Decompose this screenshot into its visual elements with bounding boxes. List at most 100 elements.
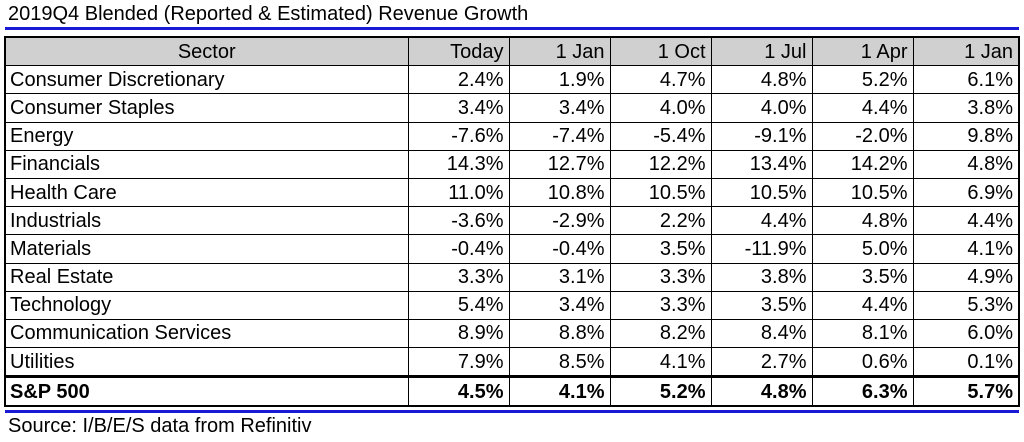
value-cell: 8.2% [609,318,712,349]
value-cell: 5.2% [811,65,914,95]
revenue-growth-table: Sector Today 1 Jan 1 Oct 1 Jul 1 Apr 1 Jan Con… [4,36,1020,408]
value-cell: -7.4% [508,121,611,151]
value-cell: 4.8% [710,375,813,407]
value-cell: 4.4% [912,206,1020,236]
value-cell: -0.4% [407,234,510,264]
column-header-sector: Sector [4,36,409,67]
value-cell: 5.3% [912,290,1020,320]
value-cell: 12.2% [609,149,712,179]
value-cell: 2.2% [609,206,712,236]
value-cell: 9.8% [912,121,1020,151]
column-header-1: Today [407,36,510,67]
value-cell: 1.9% [508,65,611,95]
sector-name-cell: Health Care [4,177,409,208]
chart-title: 2019Q4 Blended (Reported & Estimated) Re… [8,3,529,25]
value-cell: 12.7% [508,149,611,179]
value-cell: 8.4% [710,318,813,349]
sector-name-cell: Technology [4,290,409,320]
table-row: Financials 14.3% 12.7% 12.2% 13.4% 14.2% 4.8% [4,149,1020,179]
sector-name-cell: Communication Services [4,318,409,349]
value-cell: 4.1% [508,375,611,407]
value-cell: 4.4% [811,93,914,123]
value-cell: 4.5% [407,375,510,407]
table-row: Materials -0.4% -0.4% 3.5% -11.9% 5.0% 4.1% [4,234,1020,264]
value-cell: 10.5% [811,177,914,208]
value-cell: 4.8% [912,149,1020,179]
table-row: Utilities 7.9% 8.5% 4.1% 2.7% 0.6% 0.1% [4,347,1020,378]
table-header-row: Sector Today 1 Jan 1 Oct 1 Jul 1 Apr 1 Jan [4,36,1020,67]
table-row: Communication Services 8.9% 8.8% 8.2% 8.4% 8.… [4,318,1020,349]
value-cell: 3.4% [508,93,611,123]
value-cell: 2.7% [710,347,813,378]
table-row: Technology 5.4% 3.4% 3.3% 3.5% 4.4% 5.3% [4,290,1020,320]
bottom-divider [5,410,1019,413]
value-cell: -5.4% [609,121,712,151]
value-cell: 4.8% [710,65,813,95]
column-header-3: 1 Oct [609,36,712,67]
value-cell: 0.6% [811,347,914,378]
value-cell: 3.3% [609,290,712,320]
column-header-4: 1 Jul [710,36,813,67]
value-cell: 10.8% [508,177,611,208]
value-cell: 8.5% [508,347,611,378]
value-cell: 4.1% [609,347,712,378]
value-cell: -2.0% [811,121,914,151]
sector-name-cell: S&P 500 [4,375,409,407]
value-cell: 11.0% [407,177,510,208]
value-cell: 4.4% [811,290,914,320]
sector-name-cell: Energy [4,121,409,151]
sector-name-cell: Industrials [4,206,409,236]
value-cell: 3.3% [407,262,510,292]
value-cell: 3.5% [811,262,914,292]
sector-name-cell: Consumer Discretionary [4,65,409,95]
value-cell: 8.1% [811,318,914,349]
column-header-6: 1 Jan [912,36,1020,67]
value-cell: 7.9% [407,347,510,378]
column-header-5: 1 Apr [811,36,914,67]
value-cell: 4.8% [811,206,914,236]
value-cell: 6.3% [811,375,914,407]
value-cell: 3.8% [710,262,813,292]
value-cell: 14.3% [407,149,510,179]
value-cell: 5.4% [407,290,510,320]
top-divider [5,27,1019,30]
column-header-2: 1 Jan [508,36,611,67]
value-cell: 4.4% [710,206,813,236]
value-cell: -3.6% [407,206,510,236]
sector-name-cell: Utilities [4,347,409,378]
value-cell: 5.7% [912,375,1020,407]
value-cell: 14.2% [811,149,914,179]
value-cell: 3.5% [609,234,712,264]
sector-name-cell: Consumer Staples [4,93,409,123]
value-cell: 10.5% [710,177,813,208]
value-cell: 13.4% [710,149,813,179]
table-row: Health Care 11.0% 10.8% 10.5% 10.5% 10.5% 6.9% [4,177,1020,208]
value-cell: 4.7% [609,65,712,95]
value-cell: 3.8% [912,93,1020,123]
table-row: Consumer Staples 3.4% 3.4% 4.0% 4.0% 4.4% 3.8% [4,93,1020,123]
value-cell: 10.5% [609,177,712,208]
value-cell: 5.2% [609,375,712,407]
value-cell: 3.1% [508,262,611,292]
value-cell: -11.9% [710,234,813,264]
value-cell: 6.1% [912,65,1020,95]
sector-name-cell: Materials [4,234,409,264]
value-cell: -9.1% [710,121,813,151]
value-cell: 0.1% [912,347,1020,378]
value-cell: 4.9% [912,262,1020,292]
table-row: Real Estate 3.3% 3.1% 3.3% 3.8% 3.5% 4.9% [4,262,1020,292]
value-cell: -7.6% [407,121,510,151]
value-cell: 6.0% [912,318,1020,349]
value-cell: 3.5% [710,290,813,320]
table-row: Consumer Discretionary 2.4% 1.9% 4.7% 4.8% 5.… [4,65,1020,95]
value-cell: 3.3% [609,262,712,292]
table-body: Consumer Discretionary 2.4% 1.9% 4.7% 4.8% 5.… [4,65,1020,407]
value-cell: -2.9% [508,206,611,236]
total-row: S&P 500 4.5% 4.1% 5.2% 4.8% 6.3% 5.7% [4,375,1020,407]
value-cell: 2.4% [407,65,510,95]
value-cell: 8.8% [508,318,611,349]
value-cell: 4.0% [710,93,813,123]
value-cell: 6.9% [912,177,1020,208]
value-cell: -0.4% [508,234,611,264]
value-cell: 4.1% [912,234,1020,264]
